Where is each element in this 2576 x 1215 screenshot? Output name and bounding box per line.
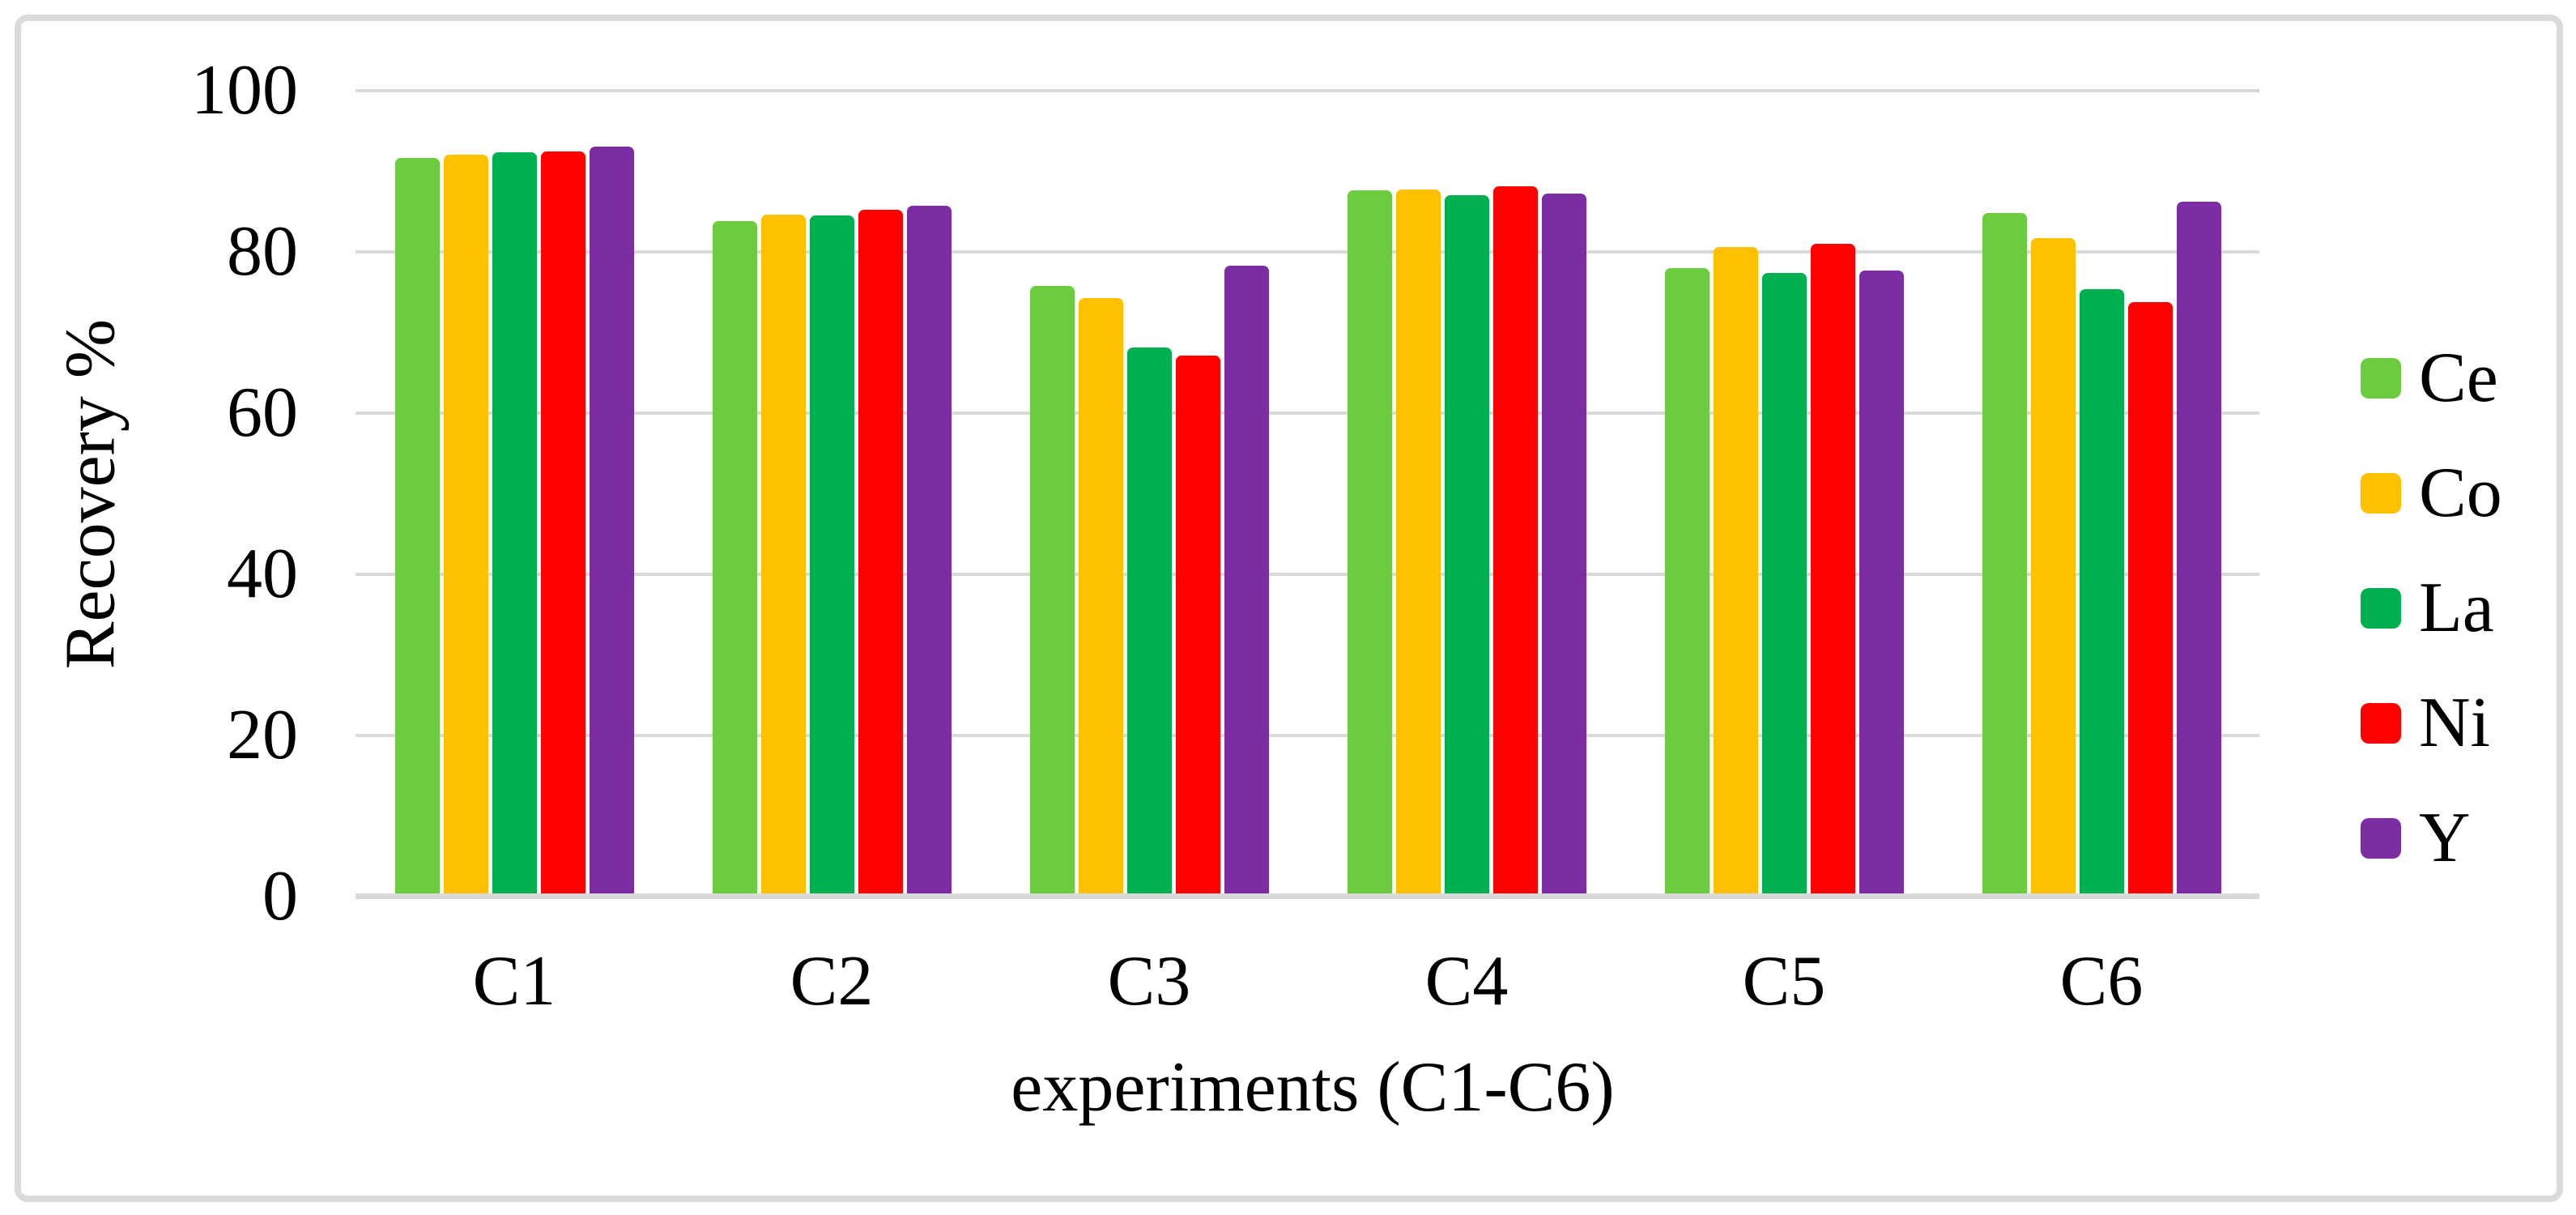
bar-C6-Y: [2176, 202, 2221, 897]
legend-label-Co: Co: [2419, 454, 2502, 532]
legend-label-La: La: [2419, 569, 2494, 647]
legend-item-Ce: Ce: [2361, 343, 2498, 414]
bar-C1-Ce: [394, 157, 440, 897]
y-tick-label-40: 40: [227, 535, 298, 613]
bar-C1-La: [492, 151, 537, 897]
bar-C4-La: [1444, 195, 1489, 897]
legend-swatch-Ni: [2361, 703, 2401, 744]
y-tick-label-20: 20: [227, 696, 298, 774]
legend-item-Y: Y: [2361, 803, 2471, 874]
bar-C5-Co: [1713, 247, 1758, 897]
bar-C6-Ni: [2127, 301, 2173, 897]
bar-C5-Ce: [1664, 267, 1710, 897]
legend-item-La: La: [2361, 573, 2494, 644]
legend-swatch-Y: [2361, 818, 2401, 859]
x-tick-label-C1: C1: [472, 942, 556, 1021]
legend-label-Ce: Ce: [2419, 339, 2498, 417]
bar-C6-Ce: [1982, 213, 2027, 897]
bar-C6-La: [2079, 288, 2124, 897]
bar-C2-La: [809, 215, 854, 897]
bar-C4-Ce: [1347, 190, 1392, 897]
bar-C5-La: [1761, 272, 1807, 897]
bar-C2-Y: [906, 206, 952, 897]
y-tick-label-0: 0: [262, 857, 298, 936]
y-tick-label-60: 60: [227, 373, 298, 452]
bar-C3-Ce: [1029, 285, 1075, 897]
x-tick-label-C3: C3: [1107, 942, 1191, 1021]
bar-C2-Ni: [858, 210, 903, 897]
plot-area: [356, 89, 2259, 899]
bar-C1-Y: [589, 146, 634, 897]
chart-border-frame: [15, 15, 2563, 1202]
legend-swatch-Co: [2361, 473, 2401, 514]
x-tick-label-C2: C2: [790, 942, 874, 1021]
legend-label-Ni: Ni: [2419, 684, 2490, 762]
bar-C3-Y: [1224, 265, 1269, 897]
legend-item-Co: Co: [2361, 458, 2502, 529]
bar-C2-Co: [760, 215, 806, 897]
bar-C5-Y: [1859, 270, 1904, 897]
x-tick-label-C4: C4: [1424, 942, 1509, 1021]
gridline-80: [356, 250, 2259, 254]
bar-C1-Co: [443, 154, 488, 897]
bar-C3-La: [1126, 347, 1172, 897]
y-tick-label-80: 80: [227, 212, 298, 291]
bar-C4-Y: [1541, 194, 1586, 897]
bar-C1-Ni: [540, 151, 585, 897]
bar-C4-Co: [1395, 190, 1441, 897]
bar-C2-Ce: [712, 221, 757, 897]
y-tick-label-100: 100: [191, 51, 298, 130]
bar-C4-Ni: [1492, 186, 1538, 897]
gridline-60: [356, 411, 2259, 415]
legend-label-Y: Y: [2419, 799, 2471, 877]
gridline-20: [356, 734, 2259, 737]
legend-item-Ni: Ni: [2361, 688, 2490, 759]
y-axis-title: Recovery %: [51, 318, 130, 670]
bar-C3-Co: [1078, 297, 1123, 897]
legend-swatch-Ce: [2361, 358, 2401, 399]
x-tick-label-C6: C6: [2059, 942, 2144, 1021]
bar-C3-Ni: [1175, 356, 1220, 897]
bar-C5-Ni: [1810, 244, 1855, 897]
gridline-100: [356, 89, 2259, 93]
x-axis-line: [356, 893, 2259, 899]
x-tick-label-C5: C5: [1742, 942, 1826, 1021]
x-axis-title: experiments (C1-C6): [1011, 1048, 1615, 1127]
bar-C6-Co: [2030, 238, 2076, 897]
gridline-40: [356, 573, 2259, 576]
legend-swatch-La: [2361, 588, 2401, 629]
